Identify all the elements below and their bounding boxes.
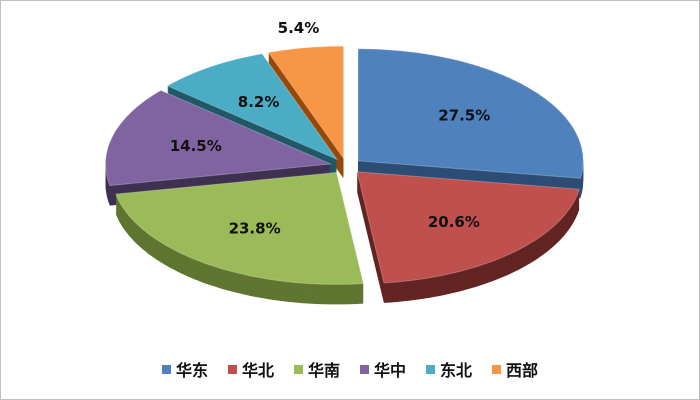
legend-label: 东北 <box>440 361 473 380</box>
slice-华北 <box>356 171 580 284</box>
slice-华中 <box>105 89 333 187</box>
data-label: 23.8% <box>229 220 281 238</box>
legend-item: 华南 <box>293 357 340 381</box>
slice-西部 <box>267 45 344 160</box>
legend-item: 西部 <box>492 357 538 381</box>
data-label: 20.6% <box>428 213 480 231</box>
data-label: 8.2% <box>238 93 280 111</box>
legend-item: 华北 <box>227 357 274 381</box>
legend-label: 西部 <box>506 361 539 380</box>
legend-item: 华中 <box>360 357 406 381</box>
slice-华东 <box>357 48 584 179</box>
slice-华南 <box>115 171 365 285</box>
legend-swatch <box>426 364 436 374</box>
data-label: 5.4% <box>278 19 320 37</box>
slice-东北 <box>166 53 339 161</box>
legend-label: 华北 <box>241 361 274 380</box>
legend-item: 华东 <box>161 357 208 381</box>
data-label: 14.5% <box>170 137 222 155</box>
legend-item: 东北 <box>426 357 472 381</box>
legend-label: 华中 <box>374 361 407 380</box>
legend: 华东 华北 华南 华中 东北 西部 <box>1 357 699 381</box>
legend-label: 华南 <box>307 361 340 380</box>
legend-swatch <box>227 364 237 374</box>
legend-swatch <box>161 364 171 374</box>
legend-swatch <box>293 364 303 374</box>
legend-swatch <box>492 364 502 374</box>
data-label: 27.5% <box>438 107 490 125</box>
legend-swatch <box>360 364 369 374</box>
legend-label: 华东 <box>175 361 208 380</box>
